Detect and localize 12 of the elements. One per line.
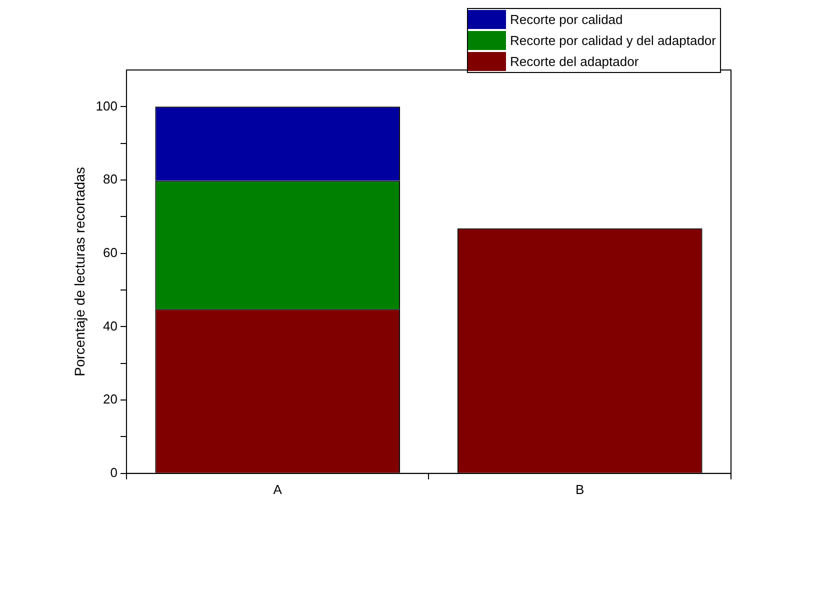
y-tick-label: 80 bbox=[103, 172, 118, 187]
y-tick-label: 0 bbox=[110, 464, 118, 480]
legend-label: Recorte por calidad bbox=[510, 12, 623, 27]
y-tick-label: 60 bbox=[103, 244, 118, 260]
y-tick-label: 100 bbox=[96, 98, 118, 114]
y-tick-label: 40 bbox=[103, 318, 118, 334]
y-tick-label: 20 bbox=[103, 392, 118, 407]
x-tick-label: A bbox=[273, 482, 282, 497]
legend-label: Recorte por calidad y del adaptador bbox=[510, 33, 716, 48]
y-axis-title: Porcentaje de lecturas recortadas bbox=[71, 167, 88, 376]
legend-label: Recorte del adaptador bbox=[510, 54, 639, 69]
x-tick-label: B bbox=[576, 482, 584, 497]
